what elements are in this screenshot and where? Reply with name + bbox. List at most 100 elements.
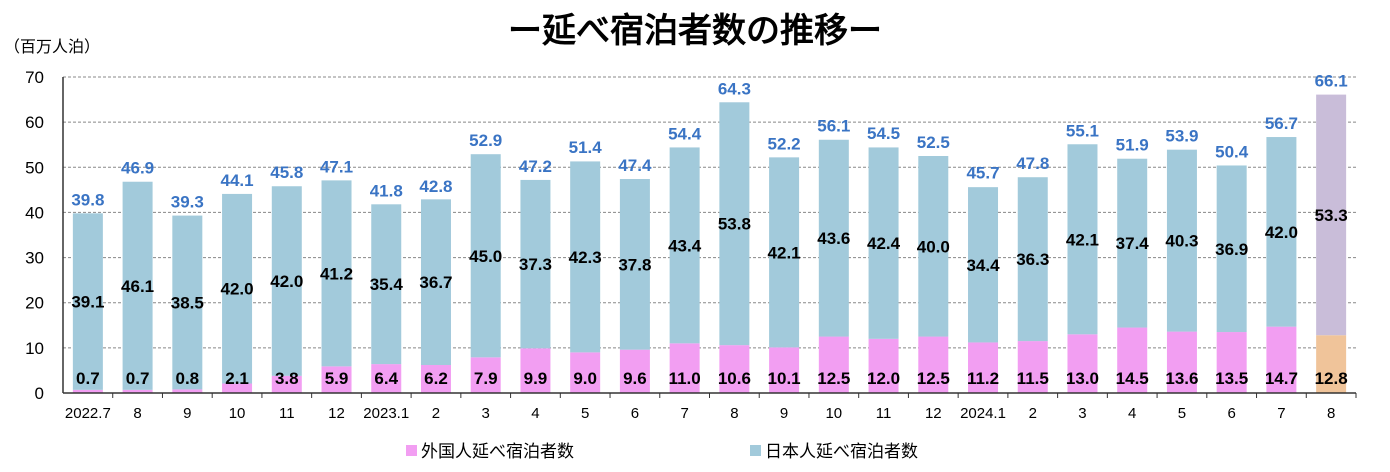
bar-japanese: [1316, 94, 1347, 336]
bar-japanese: [769, 157, 800, 348]
bar-japanese: [1067, 144, 1098, 335]
bar-japanese: [172, 215, 203, 390]
data-label-total: 45.8: [270, 163, 303, 182]
data-label-foreign: 14.5: [1116, 369, 1149, 388]
data-label-japanese: 53.8: [718, 215, 751, 234]
x-tick-label: 5: [1178, 405, 1186, 422]
data-label-total: 50.4: [1215, 142, 1249, 161]
bar-japanese: [719, 102, 750, 346]
bar-foreign: [1316, 335, 1347, 393]
data-label-total: 42.8: [419, 177, 452, 196]
y-tick-label: 20: [25, 294, 44, 313]
bar-japanese: [918, 156, 949, 337]
data-label-foreign: 10.1: [768, 369, 801, 388]
x-tick-label: 2: [432, 405, 440, 422]
bar-japanese: [470, 154, 501, 358]
bar-japanese: [619, 179, 650, 350]
x-tick-label: 8: [1327, 405, 1335, 422]
bar-foreign: [719, 345, 750, 393]
data-label-japanese: 37.3: [519, 255, 552, 274]
bar-foreign: [321, 366, 352, 393]
bar-foreign: [918, 336, 949, 393]
bar-japanese: [570, 161, 601, 353]
bar-foreign: [1166, 331, 1197, 393]
x-tick-label: 10: [229, 405, 246, 422]
y-tick-label: 30: [25, 249, 44, 268]
data-label-japanese: 36.9: [1215, 240, 1248, 259]
x-tick-label: 9: [780, 405, 788, 422]
data-label-japanese: 42.0: [221, 280, 254, 299]
bar-japanese: [271, 186, 302, 376]
bar-japanese: [1266, 137, 1297, 327]
bar-japanese: [1017, 177, 1048, 342]
data-label-total: 53.9: [1165, 127, 1198, 146]
data-label-japanese: 37.8: [618, 255, 651, 274]
y-axis-unit-label: （百万人泊）: [4, 37, 100, 56]
data-label-japanese: 36.7: [419, 273, 452, 292]
bar-foreign: [470, 357, 501, 393]
y-tick-label: 0: [35, 384, 44, 403]
bar-japanese: [420, 199, 451, 366]
gridlines: [63, 76, 1356, 349]
bars: 0.7 39.1 39.8 0.7 46.1 46.9 0.8 38.5 39.3 2.1 42.0…: [71, 72, 1348, 393]
data-label-foreign: 11.0: [669, 369, 701, 388]
data-label-total: 52.2: [768, 134, 801, 153]
data-label-total: 56.7: [1265, 114, 1298, 133]
data-label-japanese: 34.4: [966, 256, 1000, 275]
data-label-total: 39.8: [71, 190, 104, 209]
data-label-total: 66.1: [1315, 72, 1348, 91]
data-label-foreign: 9.6: [623, 369, 647, 388]
data-label-total: 41.8: [370, 181, 403, 200]
data-label-japanese: 35.4: [370, 275, 404, 294]
data-label-japanese: 37.4: [1116, 234, 1150, 253]
data-label-foreign: 0.7: [76, 369, 100, 388]
data-label-total: 47.2: [519, 157, 552, 176]
bar-foreign: [1266, 326, 1297, 393]
legend-label-japanese: 日本人延べ宿泊者数: [765, 442, 918, 462]
data-label-total: 54.5: [867, 124, 900, 143]
data-label-total: 47.1: [320, 157, 353, 176]
bar-foreign: [868, 338, 899, 393]
data-label-japanese: 41.2: [320, 264, 353, 283]
bar-foreign: [122, 389, 153, 393]
data-label-total: 55.1: [1066, 121, 1099, 140]
data-label-total: 54.4: [668, 124, 702, 143]
y-tick-label: 70: [25, 68, 44, 87]
legend-swatch-japanese: [750, 445, 761, 456]
data-label-total: 47.8: [1016, 154, 1049, 173]
bar-foreign: [1117, 327, 1148, 393]
data-label-foreign: 11.5: [1017, 369, 1049, 388]
y-tick-label: 60: [25, 113, 44, 132]
data-label-foreign: 11.2: [967, 369, 999, 388]
data-label-foreign: 0.8: [176, 369, 200, 388]
y-tick-label: 10: [25, 339, 44, 358]
data-label-foreign: 14.7: [1265, 369, 1298, 388]
data-label-foreign: 13.5: [1215, 369, 1248, 388]
data-label-total: 52.9: [469, 131, 502, 150]
data-label-foreign: 6.2: [424, 369, 448, 388]
bar-foreign: [520, 348, 551, 393]
data-label-foreign: 12.8: [1315, 369, 1348, 388]
data-label-total: 52.5: [917, 133, 950, 152]
bar-foreign: [72, 389, 103, 393]
bar-foreign: [222, 383, 253, 393]
x-tick-label: 11: [876, 405, 892, 422]
data-label-japanese: 45.0: [469, 247, 502, 266]
data-label-foreign: 2.1: [225, 369, 249, 388]
bar-japanese: [818, 139, 849, 337]
data-label-foreign: 13.6: [1165, 369, 1198, 388]
legend-label-foreign: 外国人延べ宿泊者数: [421, 442, 574, 462]
data-label-foreign: 13.0: [1066, 369, 1099, 388]
bar-japanese: [1216, 165, 1247, 333]
bar-japanese: [868, 147, 899, 339]
bar-foreign: [818, 336, 849, 393]
data-label-japanese: 43.6: [817, 229, 850, 248]
legend: 外国人延べ宿泊者数 日本人延べ宿泊者数: [406, 442, 918, 462]
chart-title: ー延べ宿泊者数の推移ー: [508, 11, 882, 51]
x-tick-label: 9: [183, 405, 191, 422]
bar-japanese: [72, 213, 103, 390]
bar-foreign: [172, 389, 203, 393]
x-tick-label: 12: [925, 405, 942, 422]
x-tick-label: 4: [531, 405, 539, 422]
